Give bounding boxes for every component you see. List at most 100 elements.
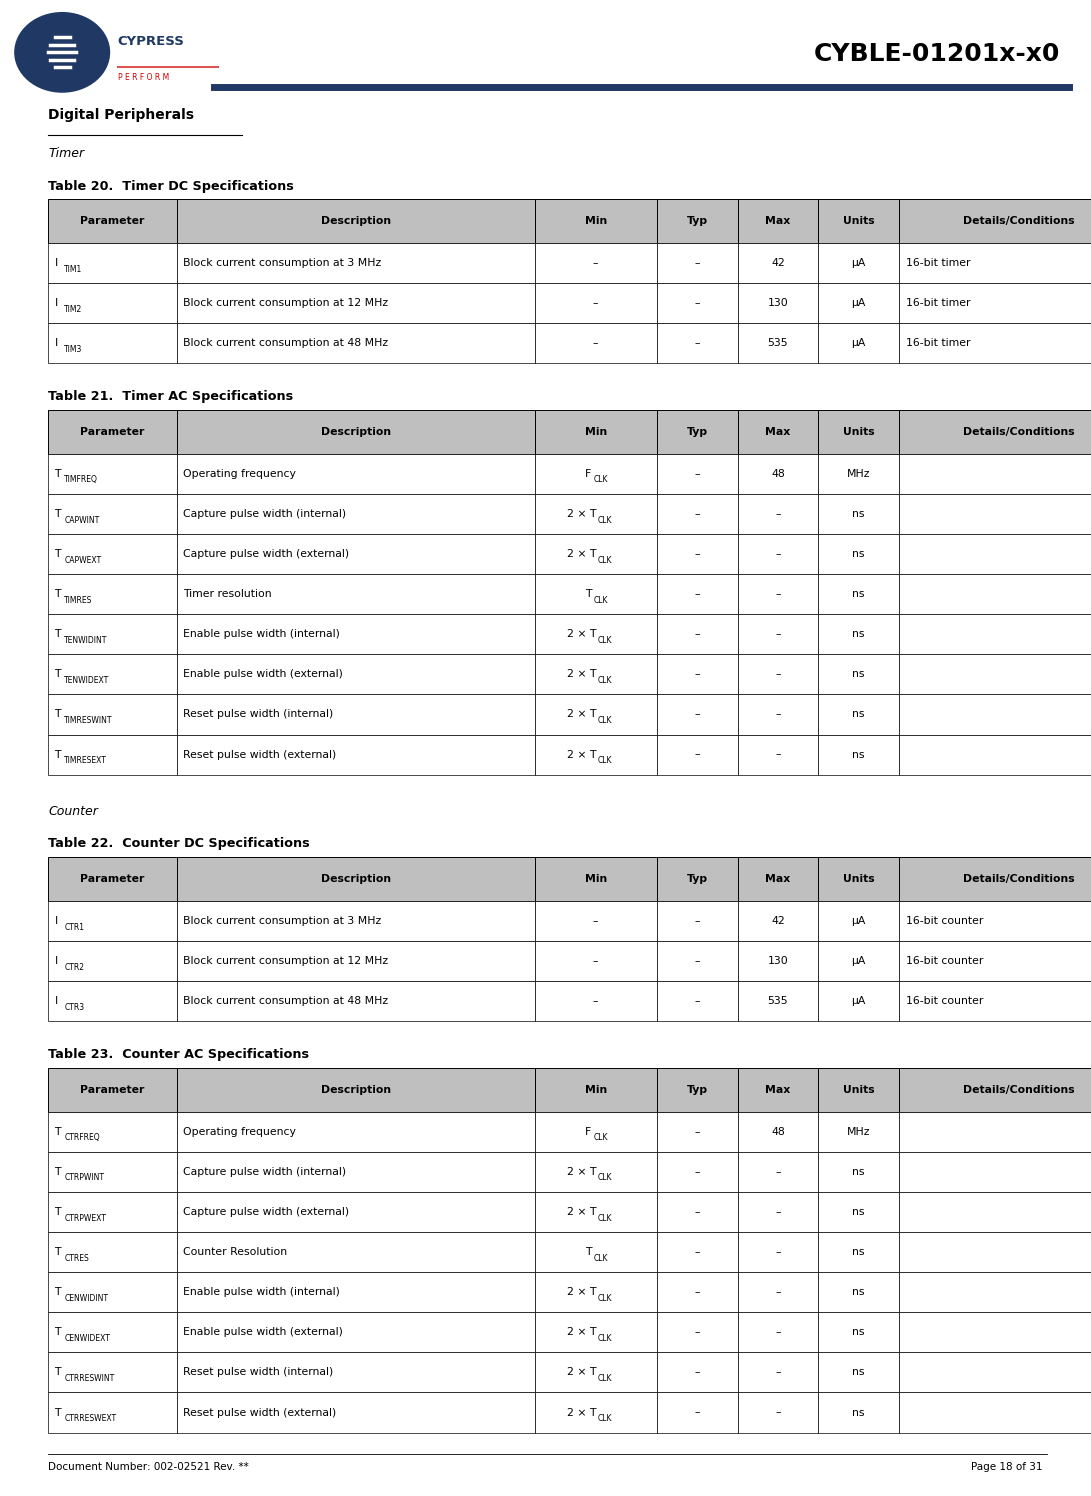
Text: ns: ns xyxy=(852,1207,865,1218)
Bar xyxy=(738,981,818,1022)
Bar xyxy=(177,494,535,534)
Text: I: I xyxy=(55,956,58,966)
Text: 2 × T: 2 × T xyxy=(567,1207,597,1218)
Text: –: – xyxy=(694,709,700,720)
Text: ns: ns xyxy=(852,749,865,760)
Text: Block current consumption at 48 MHz: Block current consumption at 48 MHz xyxy=(183,338,388,349)
Bar xyxy=(48,1393,177,1433)
Bar xyxy=(177,694,535,735)
Text: –: – xyxy=(775,1287,781,1297)
Text: Details/Conditions: Details/Conditions xyxy=(963,874,1075,884)
Text: Table 20.  Timer DC Specifications: Table 20. Timer DC Specifications xyxy=(48,180,293,193)
Bar xyxy=(899,283,1091,323)
Bar xyxy=(535,1233,657,1272)
Text: –: – xyxy=(592,338,599,349)
Text: –: – xyxy=(694,1126,700,1137)
Text: –: – xyxy=(694,669,700,679)
Text: –: – xyxy=(694,509,700,519)
Text: 535: 535 xyxy=(768,996,788,1007)
Bar xyxy=(48,1068,177,1112)
Bar xyxy=(738,199,818,242)
Bar xyxy=(177,615,535,654)
Text: Document Number: 002-02521 Rev. **: Document Number: 002-02521 Rev. ** xyxy=(48,1462,249,1472)
Text: ns: ns xyxy=(852,709,865,720)
Text: 16-bit timer: 16-bit timer xyxy=(906,298,970,308)
Bar xyxy=(177,1068,535,1112)
Text: CYPRESS: CYPRESS xyxy=(118,36,184,48)
Bar xyxy=(738,941,818,981)
Bar xyxy=(48,1312,177,1352)
Text: T: T xyxy=(55,589,61,600)
Text: 48: 48 xyxy=(771,1126,784,1137)
Text: –: – xyxy=(592,996,599,1007)
Text: –: – xyxy=(694,916,700,926)
Text: TIMRES: TIMRES xyxy=(64,595,93,604)
Bar xyxy=(738,410,818,453)
Text: ns: ns xyxy=(852,589,865,600)
Text: ns: ns xyxy=(852,549,865,560)
Bar xyxy=(818,1152,899,1192)
Bar xyxy=(899,615,1091,654)
Bar xyxy=(818,1112,899,1152)
Bar xyxy=(818,1352,899,1393)
Bar xyxy=(657,1352,738,1393)
Text: –: – xyxy=(592,956,599,966)
Bar xyxy=(177,1192,535,1233)
Bar xyxy=(177,1112,535,1152)
Text: µA: µA xyxy=(851,259,866,268)
Bar xyxy=(535,494,657,534)
Bar xyxy=(535,981,657,1022)
Text: TIMFREQ: TIMFREQ xyxy=(64,476,98,485)
Text: Reset pulse width (external): Reset pulse width (external) xyxy=(183,749,336,760)
Bar xyxy=(818,1272,899,1312)
Bar xyxy=(657,574,738,615)
Bar xyxy=(177,410,535,453)
Text: T: T xyxy=(55,509,61,519)
Text: Parameter: Parameter xyxy=(80,215,145,226)
Text: T: T xyxy=(55,1367,61,1378)
Bar xyxy=(657,453,738,494)
Bar xyxy=(738,857,818,901)
Bar xyxy=(657,410,738,453)
Text: CLK: CLK xyxy=(598,1373,612,1382)
Text: Units: Units xyxy=(843,1085,874,1095)
Bar xyxy=(177,1152,535,1192)
Text: MHz: MHz xyxy=(847,468,871,479)
Text: Min: Min xyxy=(585,874,607,884)
Bar xyxy=(535,534,657,574)
Bar xyxy=(535,574,657,615)
Text: Table 22.  Counter DC Specifications: Table 22. Counter DC Specifications xyxy=(48,838,310,850)
Text: 2 × T: 2 × T xyxy=(567,630,597,639)
Bar xyxy=(177,941,535,981)
Bar xyxy=(48,1152,177,1192)
Bar xyxy=(48,574,177,615)
Text: 2 × T: 2 × T xyxy=(567,509,597,519)
Bar xyxy=(535,453,657,494)
Text: –: – xyxy=(694,259,700,268)
Bar xyxy=(738,283,818,323)
Text: Page 18 of 31: Page 18 of 31 xyxy=(971,1462,1043,1472)
Bar xyxy=(899,323,1091,364)
Bar xyxy=(899,941,1091,981)
Text: T: T xyxy=(55,1287,61,1297)
Text: ns: ns xyxy=(852,1287,865,1297)
Bar xyxy=(48,615,177,654)
Text: 2 × T: 2 × T xyxy=(567,669,597,679)
Text: 16-bit counter: 16-bit counter xyxy=(906,956,983,966)
Bar xyxy=(535,1068,657,1112)
Bar xyxy=(177,283,535,323)
Text: –: – xyxy=(694,956,700,966)
Text: –: – xyxy=(694,468,700,479)
Text: Min: Min xyxy=(585,215,607,226)
Bar xyxy=(535,1312,657,1352)
Bar xyxy=(899,1112,1091,1152)
Text: CTR1: CTR1 xyxy=(64,923,84,932)
Bar xyxy=(657,901,738,941)
Text: CTRPWINT: CTRPWINT xyxy=(64,1173,105,1182)
Text: I: I xyxy=(55,916,58,926)
Text: µA: µA xyxy=(851,338,866,349)
Bar xyxy=(48,1272,177,1312)
Text: –: – xyxy=(775,509,781,519)
Text: Capture pulse width (internal): Capture pulse width (internal) xyxy=(183,1167,347,1177)
Bar xyxy=(899,981,1091,1022)
